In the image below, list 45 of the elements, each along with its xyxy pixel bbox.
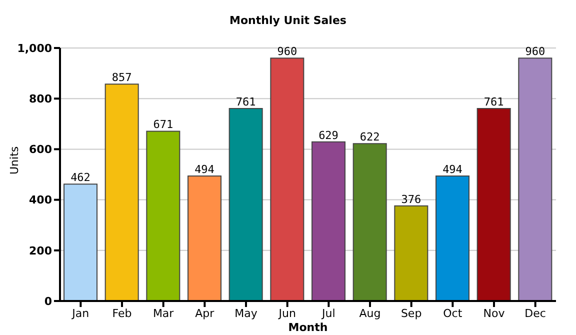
x-tick-label: Jun	[278, 306, 296, 320]
y-tick-label: 0	[44, 294, 52, 308]
x-tick-label: Mar	[152, 306, 174, 320]
x-tick-label: May	[234, 306, 258, 320]
bar	[394, 205, 428, 301]
bar	[312, 141, 346, 301]
x-tick-label: Jul	[321, 306, 336, 320]
data-label: 629	[318, 128, 338, 142]
x-tick-label: Nov	[483, 306, 506, 320]
x-tick-label: Dec	[524, 306, 546, 320]
y-tick-label: 1,000	[17, 42, 52, 55]
bar	[476, 108, 511, 301]
y-axis-title: Units	[8, 146, 21, 174]
data-label: 960	[525, 45, 546, 58]
bar	[64, 184, 98, 301]
data-label: 494	[442, 163, 463, 176]
data-label: 462	[70, 171, 90, 184]
x-tick-label: Sep	[400, 306, 422, 320]
data-label: 494	[194, 163, 215, 176]
data-label: 622	[360, 130, 380, 144]
y-tick-label: 800	[29, 92, 52, 106]
x-tick-label: Aug	[359, 306, 381, 320]
bar	[518, 58, 552, 301]
data-label: 857	[112, 71, 132, 84]
bar	[228, 108, 263, 301]
x-axis-title: Month	[288, 321, 328, 334]
y-tick-label: 200	[29, 244, 52, 258]
chart-title: Monthly Unit Sales	[228, 14, 348, 27]
bar	[352, 143, 387, 301]
bar	[270, 58, 304, 301]
y-tick-label: 600	[29, 143, 52, 156]
data-label: 761	[236, 95, 256, 108]
data-label: 376	[401, 192, 422, 206]
bar	[104, 84, 139, 301]
data-label: 960	[277, 45, 298, 58]
x-tick-label: Jan	[71, 306, 90, 320]
y-tick-label: 400	[29, 194, 52, 207]
x-tick-label: Feb	[112, 306, 132, 320]
data-label: 671	[153, 118, 174, 132]
bar	[188, 176, 222, 301]
data-label: 761	[484, 95, 504, 108]
bar	[146, 130, 180, 301]
x-tick-label: Oct	[443, 306, 463, 320]
x-tick-label: Apr	[195, 306, 215, 320]
bar	[436, 176, 470, 301]
